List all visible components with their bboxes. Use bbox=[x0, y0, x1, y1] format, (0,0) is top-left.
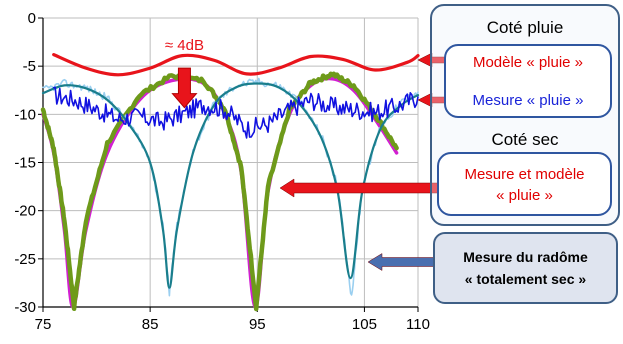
y-tick-label: 0 bbox=[28, 10, 36, 27]
series-line-dry-model-2 bbox=[41, 82, 420, 289]
series-line-meas-rain bbox=[52, 86, 419, 139]
legend-dry-text: Mesure et modèle « pluie » bbox=[439, 164, 610, 206]
delta-label: ≈ 4dB bbox=[165, 37, 204, 54]
x-tick-label: 75 bbox=[35, 316, 52, 333]
y-tick-label: -10 bbox=[14, 106, 36, 123]
y-tick-label: -5 bbox=[23, 58, 36, 75]
legend-rain-box: Modèle « pluie » Mesure « pluie » bbox=[444, 44, 612, 118]
x-tick-label: 110 bbox=[406, 316, 430, 333]
legend-dry-radome-text: Mesure du radôme « totalement sec » bbox=[435, 246, 616, 290]
x-tick-label: 95 bbox=[249, 316, 266, 333]
delta-arrow bbox=[171, 67, 198, 109]
legend-rain-title: Coté pluie bbox=[486, 18, 564, 37]
y-tick-label: -15 bbox=[14, 155, 36, 172]
legend-rain-model: Modèle « pluie » bbox=[472, 54, 584, 71]
series-line-model-rain bbox=[52, 53, 420, 77]
y-tick-label: -20 bbox=[14, 203, 36, 220]
legend-dry-box: Mesure et modèle « pluie » bbox=[437, 152, 612, 216]
legend-dry-line2: « pluie » bbox=[496, 187, 553, 204]
chart-ticks: 75 85 95 105 110 0 -5 -10 -15 -20 -25 -30 bbox=[14, 10, 430, 333]
legend-dry-radome-box: Mesure du radôme « totalement sec » bbox=[433, 232, 618, 304]
y-tick-label: -25 bbox=[14, 251, 36, 268]
x-tick-label: 105 bbox=[352, 316, 377, 333]
chart-series bbox=[40, 53, 420, 312]
series-line-dry-meas-1 bbox=[40, 71, 399, 312]
x-tick-label: 85 bbox=[142, 316, 159, 333]
chart-grid bbox=[42, 17, 419, 308]
chart-annotation: ≈ 4dB bbox=[165, 37, 204, 109]
legend-dry-line1: Mesure et modèle bbox=[464, 166, 585, 183]
legend-dry-title: Coté sec bbox=[491, 130, 559, 149]
legend-dry-radome-line1: Mesure du radôme bbox=[463, 249, 588, 265]
legend-rain-measure: Mesure « pluie » bbox=[472, 92, 584, 109]
legend-dry-radome-line2: « totalement sec » bbox=[464, 271, 587, 287]
y-tick-label: -30 bbox=[14, 299, 36, 316]
